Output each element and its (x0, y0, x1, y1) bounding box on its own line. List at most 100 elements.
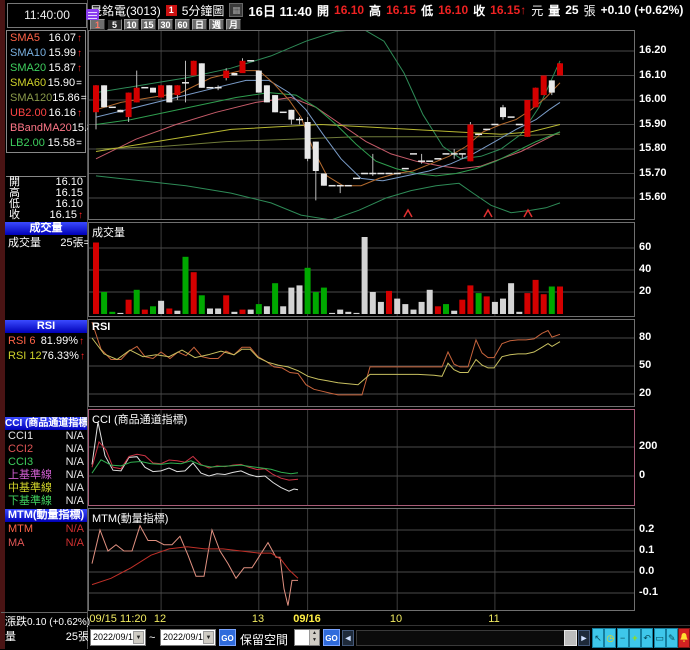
mtm-section-header[interactable]: MTM(動量指標) (5, 509, 87, 522)
indicator-row: SMA20 15.87↑ (7, 61, 85, 76)
axis-tick-label: 80 (639, 331, 652, 343)
rsi-section-header[interactable]: RSI (5, 320, 87, 333)
period-button-1[interactable]: 1 (90, 19, 105, 30)
close-label: 收 (473, 3, 486, 18)
chevron-down-icon[interactable]: ▼ (203, 631, 214, 644)
volume-row-label: 成交量 (8, 237, 41, 249)
cci-line-CCI2 (91, 440, 299, 481)
scroll-left-button[interactable]: ◄ (342, 630, 354, 646)
change-badge: +0.10 (+0.62%) (600, 3, 684, 17)
scrollbar-track[interactable] (356, 630, 566, 646)
zoom-in-icon[interactable]: + (628, 628, 641, 648)
divider (1, 612, 87, 613)
undo-icon[interactable]: ↶ (641, 628, 654, 648)
axis-tick-label: 0.2 (639, 523, 655, 535)
indicator-row-value: 15.86= (52, 92, 87, 104)
cci-pane[interactable]: CCI (商品通道指標) (88, 409, 635, 506)
cursor-tool-icon[interactable]: ↖ (592, 628, 604, 648)
low-value: 16.10 (438, 3, 469, 17)
period-button-15[interactable]: 15 (141, 19, 156, 30)
overlay-BB-upper (95, 31, 561, 160)
volume-section-header[interactable]: 成交量 (5, 222, 87, 235)
axis-tick-label: 50 (639, 358, 652, 371)
volume-pane[interactable]: 成交量 (88, 222, 635, 317)
date-to-value: 2022/09/16 (163, 632, 209, 642)
rsi-line-RSI12 (91, 337, 561, 386)
ohlc-row: 收 16.15↑ (9, 209, 83, 222)
mtm-row: MTM N/A (8, 522, 84, 535)
date-to-select[interactable]: 2022/09/16 ▼ (160, 629, 216, 646)
cci-row: CCI3 N/A (8, 456, 84, 468)
time-tick-label: 13 (251, 613, 265, 625)
keep-space-label: 保留空間 (240, 633, 289, 647)
volume-row: 成交量 25張= (5, 236, 93, 251)
period-button-5[interactable]: 5 (107, 19, 122, 30)
draw-pen-icon[interactable]: ✎ (665, 628, 678, 648)
axis-tick-label: 60 (639, 241, 652, 253)
scroll-right-button[interactable]: ► (578, 630, 590, 646)
period-button-60[interactable]: 60 (175, 19, 190, 30)
cci-row: 中基準線 N/A (8, 482, 84, 494)
period-tabs: 1 5 10 15 30 60 日週月 (90, 19, 243, 31)
overlay-SMA5 (95, 70, 561, 187)
indicator-value-box: SMA5 16.07↑ SMA10 15.99↑ SMA20 15.87↑ SMA60 15.… (6, 30, 105, 153)
ohlc-row: 低 16.10 (9, 198, 83, 210)
cci-line-CCI3 (91, 459, 299, 475)
bottom-toolbar: 2022/09/15 ▼ ~ 2022/09/16 ▼ GO 保留空間 ▲ ▼ G… (88, 625, 690, 650)
clock-tool-icon[interactable]: ◷ (604, 628, 617, 648)
period-button-日[interactable]: 日 (192, 19, 207, 30)
low-label: 低 (421, 3, 434, 18)
alert-badge-icon[interactable]: 1 (165, 4, 177, 16)
ohlc-row: 開 16.10 (9, 176, 83, 188)
time-tick-label: 11 (488, 613, 500, 625)
go-button-2[interactable]: GO (323, 629, 340, 646)
change-value: 0.10 (+0.62%) (27, 617, 91, 628)
overlay-SMA20 (95, 92, 561, 177)
vol-value: 25 (565, 3, 579, 17)
open-label: 開 (317, 3, 330, 18)
axis-tick-label: 200 (639, 440, 658, 452)
cci-section-header[interactable]: CCI (商品通道指標) (5, 417, 87, 430)
main-candle-pane[interactable] (88, 30, 635, 220)
chevron-down-icon[interactable]: ▼ (133, 631, 144, 644)
overlay-SMA10 (95, 79, 561, 182)
axis-tick-label: 16.20 (639, 44, 667, 56)
vol-label: 量 (548, 3, 561, 18)
axis-tick-label: -0.1 (639, 586, 658, 598)
mtm-pane[interactable]: MTM(動量指標) (88, 508, 635, 611)
overlay-SMA60 (95, 123, 561, 152)
mtm-svg (89, 509, 634, 610)
cci-row: 下基準線 N/A (8, 495, 84, 507)
marquee-icon[interactable]: ▭ (653, 628, 666, 648)
scrollbar-thumb[interactable] (564, 630, 577, 646)
overlay-BB-lower (95, 175, 561, 219)
calendar-icon[interactable]: ▦ (229, 3, 244, 17)
rsi-row-label: RSI 6 (8, 335, 36, 347)
buy-signal-arrows (403, 208, 533, 218)
period-button-月[interactable]: 月 (226, 19, 241, 30)
indicator-row: SMA120 15.86= (7, 91, 87, 106)
rsi-line-RSI6 (91, 321, 561, 396)
main-chart-svg (89, 31, 634, 219)
go-button[interactable]: GO (219, 629, 236, 646)
time-tick-label: 09/16 (293, 613, 321, 625)
indicator-row-label: UB2.00 (10, 107, 47, 119)
indicator-row-label: SMA120 (10, 92, 53, 104)
period-button-30[interactable]: 30 (158, 19, 173, 30)
time-tick-label: 09/15 11:20 (89, 613, 147, 625)
indicator-row-label: SMA20 (10, 62, 47, 74)
left-sidebar: 11:40:00 SMA5 16.07↑ SMA10 15.99↑ SMA20 15.87… (0, 0, 105, 649)
volume-bars (93, 237, 563, 314)
zoom-out-icon[interactable]: − (616, 628, 629, 648)
alert-bell-icon[interactable] (678, 628, 690, 648)
keep-space-spinner[interactable]: ▲ ▼ (294, 629, 320, 646)
cci-settings-icon[interactable] (86, 9, 99, 20)
period-button-10[interactable]: 10 (124, 19, 139, 30)
indicator-row-value: 15.58= (47, 137, 82, 149)
rsi-row: RSI 6 81.99%↑ (5, 334, 87, 349)
spinner-arrows-icon[interactable]: ▲ ▼ (309, 630, 319, 645)
date-from-select[interactable]: 2022/09/15 ▼ (90, 629, 146, 646)
period-button-週[interactable]: 週 (209, 19, 224, 30)
date-from-value: 2022/09/15 (93, 632, 139, 642)
rsi-pane[interactable]: RSI (88, 319, 635, 407)
